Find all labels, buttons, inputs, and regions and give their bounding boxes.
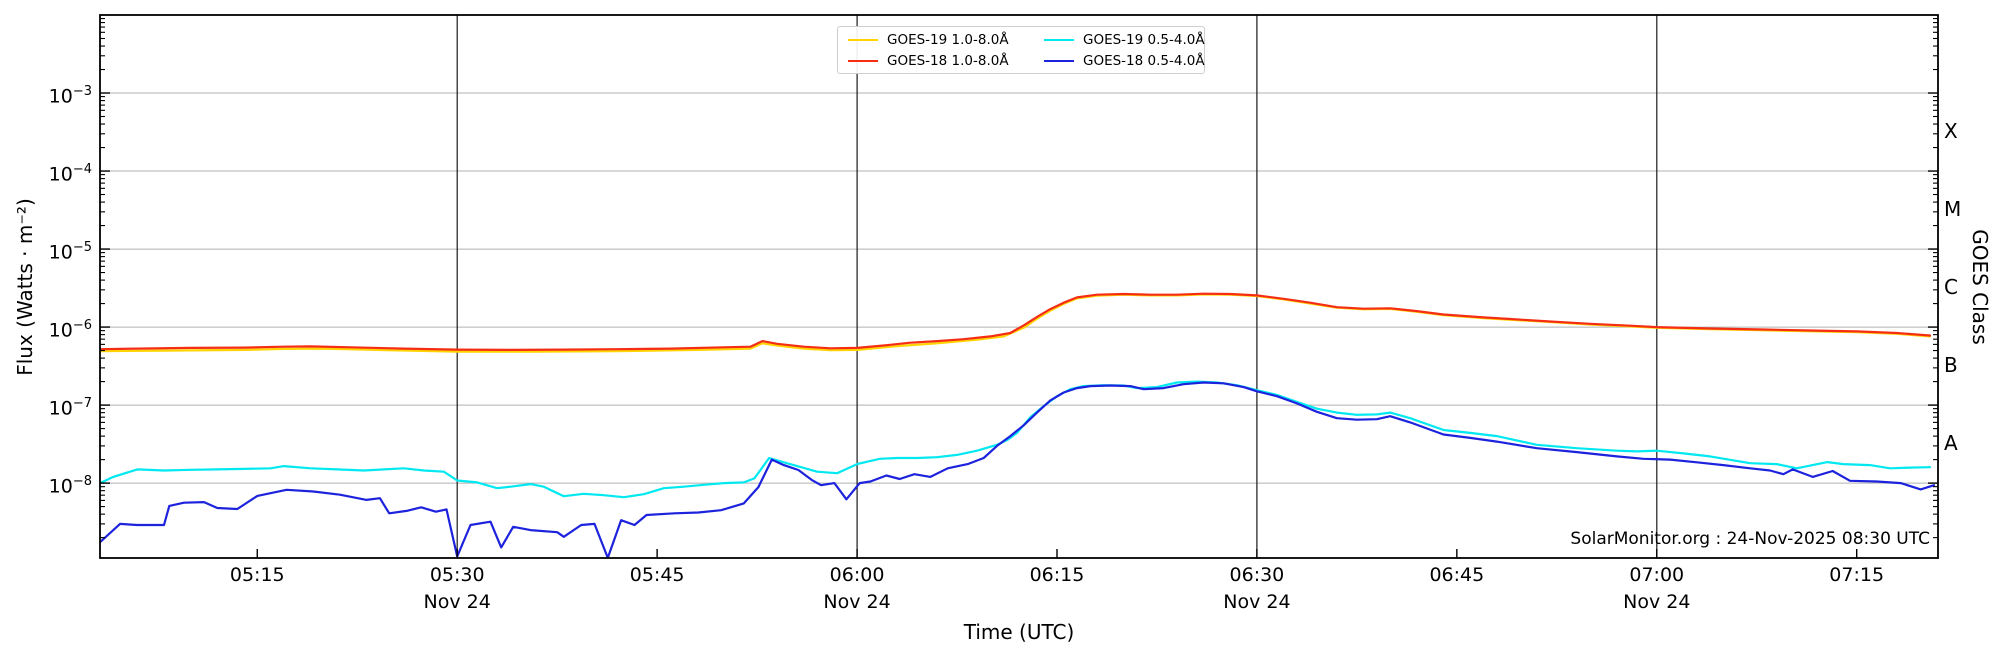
series-goes19-long-line [100,293,1932,353]
x-tick-label-06-45: 06:45 [1429,564,1485,586]
y-tick-label-10e-7: 10−7 [48,396,92,420]
series-goes19-short-line [100,380,1932,499]
x-tick-label-06-00: 06:00 [829,564,885,586]
x-tick-label-05-30: 05:30 [429,564,485,586]
goes-class-letter-b: B [1944,353,1958,378]
x-axis-label-time: Time (UTC) [963,620,1075,644]
y-tick-label-10e-6: 10−6 [48,318,92,342]
legend-label: GOES-18 0.5-4.0Å [1083,52,1205,69]
legend-label: GOES-19 0.5-4.0Å [1083,31,1205,48]
goes-class-letter-m: M [1944,197,1962,222]
legend-entry-goes19-short: GOES-19 0.5-4.0Å [1044,32,1205,48]
x-tick-label-05-45: 05:45 [629,564,685,586]
goes-class-letter-a: A [1944,431,1958,456]
plot-border [99,14,1939,559]
legend-entry-goes18-long: GOES-18 1.0-8.0Å [848,53,1044,69]
x-tick-label-07-15: 07:15 [1829,564,1885,586]
x-tick-label-07-00: 07:00 [1629,564,1685,586]
legend-line-sample-goes18-long [848,59,878,62]
y-tick-label-10e-8: 10−8 [48,474,92,498]
x-tick-label-06-15: 06:15 [1029,564,1085,586]
y-tick-label-10e-4: 10−4 [48,162,92,186]
x-tick-label-06-30: 06:30 [1229,564,1285,586]
series-goes18-long-line [100,292,1932,351]
series-goes18-short-line [100,381,1936,558]
goes-class-letter-x: X [1944,119,1958,144]
y-tick-label-10e-3: 10−3 [48,84,92,108]
x-tick-label-05-15: 05:15 [229,564,285,586]
solarmonitor-watermark: SolarMonitor.org : 24-Nov-2025 08:30 UTC [1570,529,1930,549]
legend-line-sample-goes18-short [1044,59,1074,62]
goes-class-letter-c: C [1944,275,1958,300]
legend-entry-goes19-long: GOES-19 1.0-8.0Å [848,32,1044,48]
legend-label: GOES-19 1.0-8.0Å [887,31,1009,48]
legend-entry-goes18-short: GOES-18 0.5-4.0Å [1044,53,1205,69]
x-tick-sublabel-date: Nov 24 [423,591,491,613]
x-tick-sublabel-date: Nov 24 [823,591,891,613]
x-tick-sublabel-date: Nov 24 [1223,591,1291,613]
y-tick-label-10e-5: 10−5 [48,240,92,264]
y-axis-label-flux: Flux (Watts · m⁻²) [13,198,37,376]
legend: GOES-19 1.0-8.0Å GOES-18 1.0-8.0Å GOES-1… [837,26,1205,74]
legend-line-sample-goes19-short [1044,38,1074,41]
legend-label: GOES-18 1.0-8.0Å [887,52,1009,69]
x-tick-sublabel-date: Nov 24 [1623,591,1691,613]
legend-line-sample-goes19-long [848,38,878,41]
